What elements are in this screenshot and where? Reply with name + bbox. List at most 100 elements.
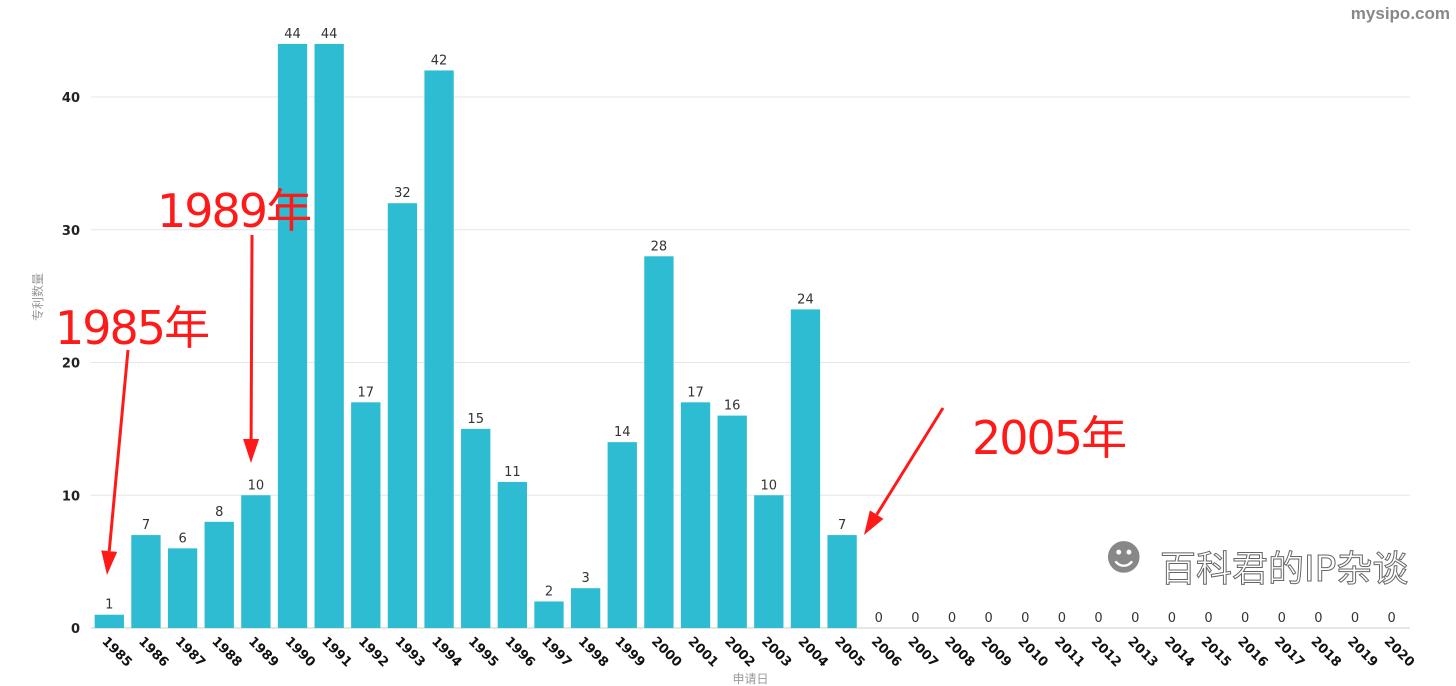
x-tick-label: 2011: [1051, 634, 1087, 670]
x-tick-label: 2008: [941, 634, 977, 670]
data-label: 0: [948, 611, 956, 626]
data-label: 42: [431, 53, 448, 68]
y-axis-label: 专利数量: [30, 273, 45, 321]
data-label: 44: [321, 27, 338, 42]
data-label: 17: [358, 385, 375, 400]
x-tick-label: 1990: [282, 634, 318, 670]
x-tick-label: 2017: [1271, 634, 1307, 670]
x-tick-label: 1988: [208, 634, 244, 670]
x-tick-label: 2009: [978, 634, 1014, 670]
data-label: 6: [178, 531, 186, 546]
x-tick-label: 1991: [318, 634, 354, 670]
bar: [680, 402, 711, 628]
bar: [94, 614, 124, 628]
y-tick-label: 40: [62, 91, 80, 106]
annotation-1989: 1989年: [157, 184, 312, 238]
x-tick-label: 1998: [575, 634, 611, 670]
x-axis-label: 申请日: [732, 672, 768, 686]
bar: [570, 588, 601, 628]
x-tick-label: 1997: [538, 634, 574, 670]
data-label: 1: [105, 598, 113, 613]
data-label: 32: [394, 186, 411, 201]
annotation-1989-shaft: [249, 234, 254, 440]
bar: [351, 402, 381, 628]
data-label: 14: [614, 425, 631, 440]
bar: [534, 601, 564, 628]
bar: [790, 309, 821, 628]
x-tick-label: 2013: [1124, 634, 1160, 670]
x-tick-label: 1994: [428, 634, 464, 670]
annotation-1989-arrow-icon: [243, 438, 260, 463]
annotation-2005: 2005年: [972, 411, 1127, 465]
data-label: 10: [761, 478, 778, 493]
data-label: 2: [545, 584, 553, 599]
bar: [241, 495, 271, 628]
x-tick-label: 2001: [685, 634, 721, 670]
bar: [167, 548, 198, 628]
bar: [754, 495, 784, 628]
bar: [387, 203, 418, 628]
watermark-text: 百科君的IP杂谈: [1159, 549, 1409, 591]
y-tick-label: 20: [62, 357, 80, 372]
data-label: 0: [1278, 611, 1286, 626]
bar: [461, 428, 491, 628]
x-tick-label: 2019: [1344, 634, 1380, 670]
bar: [717, 415, 747, 628]
y-tick-label: 30: [62, 224, 80, 239]
data-label: 0: [1388, 611, 1396, 626]
annotation-1985: 1985年: [55, 301, 210, 355]
x-tick-label: 2014: [1161, 634, 1197, 670]
x-tick-label: 2015: [1198, 634, 1234, 670]
annotation-2005-shaft: [875, 407, 945, 516]
y-tick-label: 10: [62, 489, 80, 504]
x-tick-label: 2003: [758, 634, 794, 670]
data-label: 15: [467, 412, 484, 427]
data-label: 0: [985, 611, 993, 626]
bar: [131, 535, 161, 628]
bar: [314, 43, 344, 628]
x-tick-label: 1989: [245, 634, 281, 670]
data-label: 28: [651, 239, 668, 254]
x-tick-label: 2020: [1381, 634, 1417, 670]
x-tick-label: 2007: [905, 634, 941, 670]
data-label: 0: [875, 611, 883, 626]
bar: [607, 442, 637, 628]
x-tick-label: 2010: [1014, 634, 1050, 670]
data-label: 0: [1351, 611, 1359, 626]
data-label: 0: [911, 611, 919, 626]
x-tick-label: 2005: [831, 634, 867, 670]
annotation-2005-arrow-icon: [864, 510, 884, 535]
wechat-icon: ☻: [1105, 538, 1143, 579]
data-label: 0: [1094, 611, 1102, 626]
annotation-1985-arrow-icon: [101, 550, 118, 575]
data-label: 0: [1168, 611, 1176, 626]
x-tick-label: 1992: [355, 634, 391, 670]
data-label: 7: [838, 518, 846, 533]
data-label: 0: [1241, 611, 1249, 626]
x-tick-label: 1993: [392, 634, 428, 670]
data-label: 11: [504, 465, 521, 480]
data-label: 0: [1204, 611, 1212, 626]
data-label: 24: [797, 292, 814, 307]
data-label: 0: [1131, 611, 1139, 626]
x-tick-label: 1995: [465, 634, 501, 670]
bar: [424, 70, 454, 628]
bar: [204, 521, 234, 628]
y-tick-label: 0: [71, 622, 80, 637]
data-label: 0: [1021, 611, 1029, 626]
data-label: 10: [248, 478, 265, 493]
data-label: 0: [1058, 611, 1066, 626]
x-tick-label: 2018: [1308, 634, 1344, 670]
data-label: 17: [687, 385, 704, 400]
data-label: 3: [581, 571, 589, 586]
x-tick-label: 2000: [648, 634, 684, 670]
bar: [827, 535, 857, 628]
data-label: 8: [215, 505, 223, 520]
x-tick-label: 1985: [98, 634, 134, 670]
data-label: 0: [1314, 611, 1322, 626]
x-tick-label: 1999: [611, 634, 647, 670]
x-tick-label: 2004: [795, 634, 831, 670]
annotation-1985-shaft: [107, 349, 130, 552]
x-tick-label: 2012: [1088, 634, 1124, 670]
